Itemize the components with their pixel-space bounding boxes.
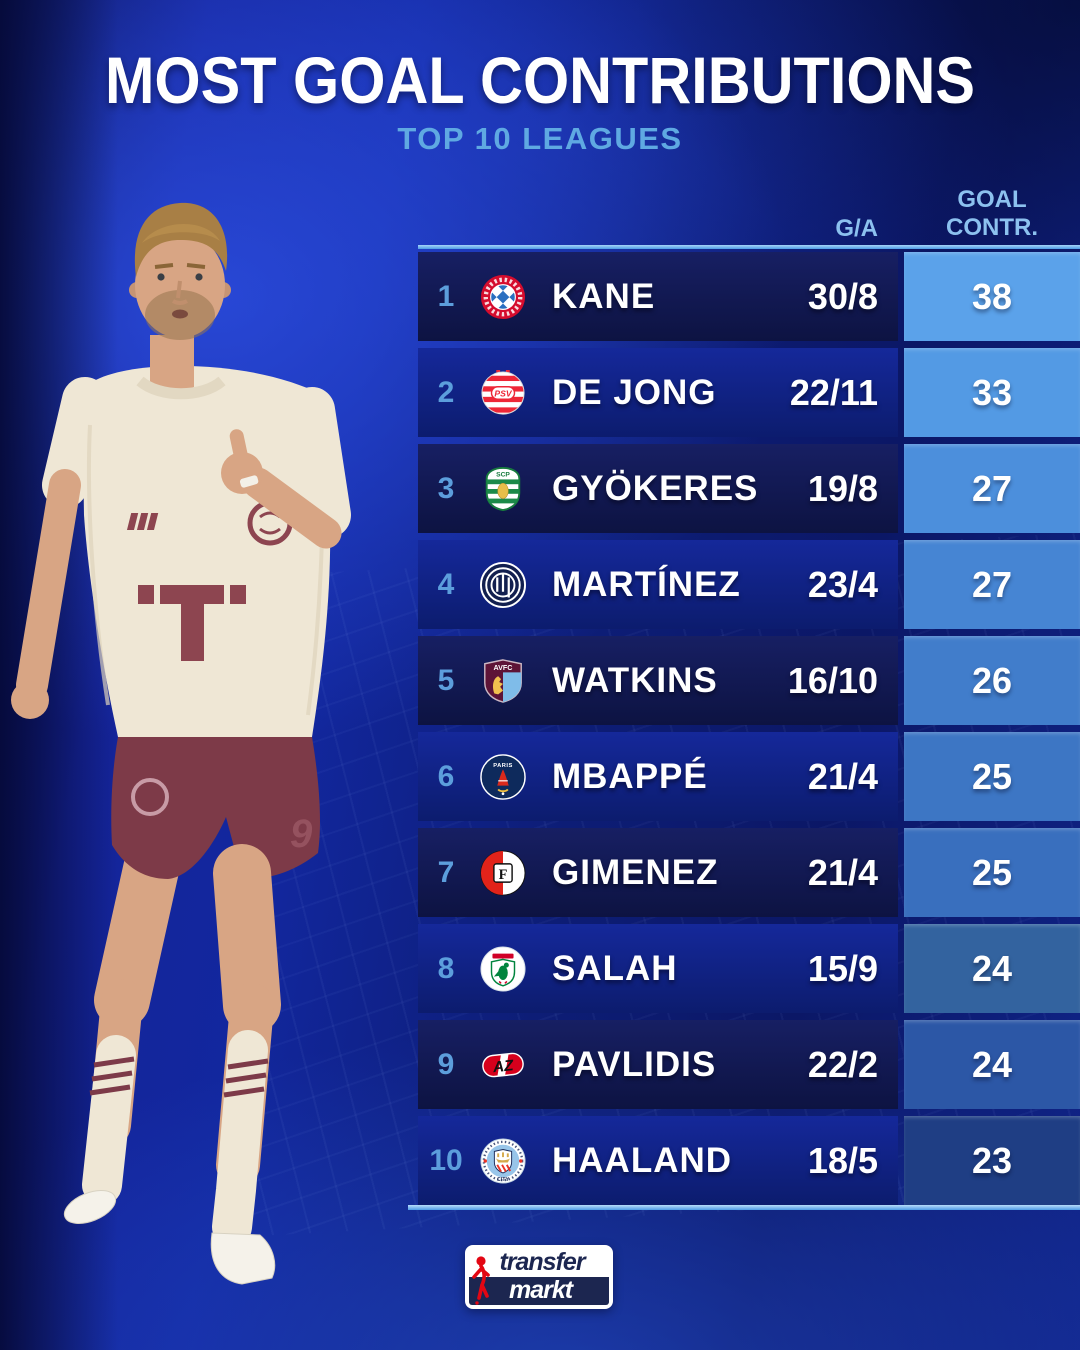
page-title: MOST GOAL CONTRIBUTIONS: [104, 43, 976, 117]
transfermarkt-logo: transfer markt: [465, 1245, 613, 1309]
ga-value: 21/4: [807, 851, 878, 893]
ga-value: 22/11: [789, 371, 878, 413]
rank-number: 8: [437, 951, 455, 985]
table-row: 2 PSV DE JONG 22/11: [418, 348, 1080, 437]
rank-number: 5: [437, 663, 455, 697]
table-row: 4 MARTÍNEZ 23/4 27: [418, 540, 1080, 629]
goal-contr-value: 24: [904, 1020, 1080, 1109]
rank-number: 1: [437, 279, 455, 313]
rank-number: 10: [429, 1143, 463, 1177]
ga-value: 19/8: [807, 467, 878, 509]
bayern-munich-badge: [480, 274, 526, 320]
table-row: 5 AVFC WATKINS 16/10 26: [418, 636, 1080, 725]
svg-text:PSV: PSV: [494, 388, 512, 398]
manchester-city-badge: CITY: [480, 1137, 526, 1184]
table-row: 6 PARIS MBAPPÉ 21/4 25: [418, 732, 1080, 821]
player-name: MARTÍNEZ: [552, 564, 741, 604]
leaderboard-table: 1: [408, 245, 1080, 1210]
table-row: 3 SCP GYÖKERES 19/8 27: [418, 444, 1080, 533]
az-alkmaar-badge: AZ: [480, 1042, 526, 1088]
ga-value: 22/2: [807, 1043, 878, 1085]
player-name: GIMENEZ: [552, 852, 719, 892]
ga-value: 23/4: [807, 563, 878, 605]
goal-contr-value: 23: [904, 1116, 1080, 1205]
rank-number: 6: [437, 759, 455, 793]
table-row: 7 F GIMENEZ 21/4 25: [418, 828, 1080, 917]
table-row: 1: [418, 252, 1080, 341]
psg-badge: PARIS: [480, 753, 526, 800]
ga-value: 18/5: [807, 1139, 878, 1181]
feyenoord-badge: F: [480, 849, 526, 896]
table-row: 10 CITY HAALAND 18/5: [418, 1116, 1080, 1205]
goal-contr-value: 33: [904, 348, 1080, 437]
player-name: DE JONG: [552, 372, 717, 412]
rank-number: 3: [437, 471, 455, 505]
svg-text:AVFC: AVFC: [494, 663, 513, 671]
page-subtitle: TOP 10 LEAGUES: [397, 121, 683, 156]
liverpool-badge: [480, 945, 526, 992]
rank-number: 9: [437, 1047, 455, 1081]
player-name: KANE: [552, 276, 656, 316]
rank-number: 4: [437, 567, 455, 601]
player-name: GYÖKERES: [552, 468, 759, 508]
svg-text:PARIS: PARIS: [493, 762, 513, 768]
logo-text-top: transfer: [469, 1249, 609, 1277]
ga-value: 21/4: [807, 755, 878, 797]
player-name: PAVLIDIS: [552, 1044, 717, 1084]
ga-value: 16/10: [787, 659, 878, 701]
player-name: WATKINS: [552, 660, 718, 700]
inter-milan-badge: [480, 561, 526, 608]
sporting-cp-badge: SCP: [480, 466, 526, 512]
goal-contr-value: 26: [904, 636, 1080, 725]
column-header-ga: G/A: [835, 215, 878, 242]
logo-text-bottom: markt: [469, 1277, 609, 1305]
table-row: 9 AZ PAVLIDIS 22/2 24: [418, 1020, 1080, 1109]
goal-contr-value: 25: [904, 732, 1080, 821]
goal-contr-value: 27: [904, 444, 1080, 533]
svg-text:F: F: [499, 867, 508, 883]
rank-number: 2: [437, 375, 455, 409]
rank-number: 7: [437, 855, 455, 889]
table-row: 8 SALAH 15/9 24: [418, 924, 1080, 1013]
player-name: MBAPPÉ: [552, 756, 708, 796]
transfermarkt-player-icon: [472, 1256, 490, 1305]
svg-text:SCP: SCP: [496, 471, 510, 478]
aston-villa-badge: AVFC: [480, 658, 526, 704]
goal-contr-value: 27: [904, 540, 1080, 629]
goal-contr-value: 38: [904, 252, 1080, 341]
table-top-border: [418, 245, 1080, 249]
svg-text:CITY: CITY: [497, 1177, 509, 1183]
svg-text:9: 9: [290, 812, 313, 856]
ga-value: 30/8: [807, 275, 878, 317]
ga-value: 15/9: [807, 947, 878, 989]
svg-text:AZ: AZ: [491, 1057, 515, 1076]
player-name: SALAH: [552, 948, 678, 988]
table-bottom-border: [408, 1205, 1080, 1210]
psv-eindhoven-badge: PSV: [480, 369, 526, 416]
column-header-goal-contr: GOAL CONTR.: [946, 186, 1038, 241]
goal-contr-value: 25: [904, 828, 1080, 917]
player-name: HAALAND: [552, 1140, 733, 1180]
player-photo-harry-kane: 9: [11, 202, 351, 1285]
goal-contr-value: 24: [904, 924, 1080, 1013]
